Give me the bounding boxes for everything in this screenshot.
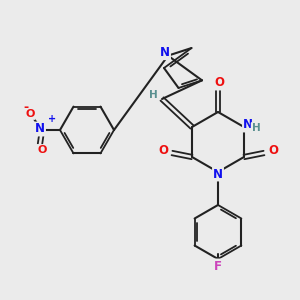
Text: N: N: [213, 167, 223, 181]
Text: H: H: [148, 90, 158, 100]
Text: F: F: [214, 260, 222, 272]
Text: -: -: [23, 101, 28, 114]
Text: H: H: [252, 123, 260, 133]
Text: +: +: [48, 114, 56, 124]
Text: O: O: [268, 145, 278, 158]
Text: O: O: [25, 109, 35, 119]
Text: O: O: [214, 76, 224, 89]
Text: N: N: [243, 118, 253, 131]
Text: N: N: [35, 122, 45, 136]
Text: N: N: [160, 46, 170, 59]
Text: O: O: [158, 145, 168, 158]
Text: O: O: [37, 145, 47, 155]
